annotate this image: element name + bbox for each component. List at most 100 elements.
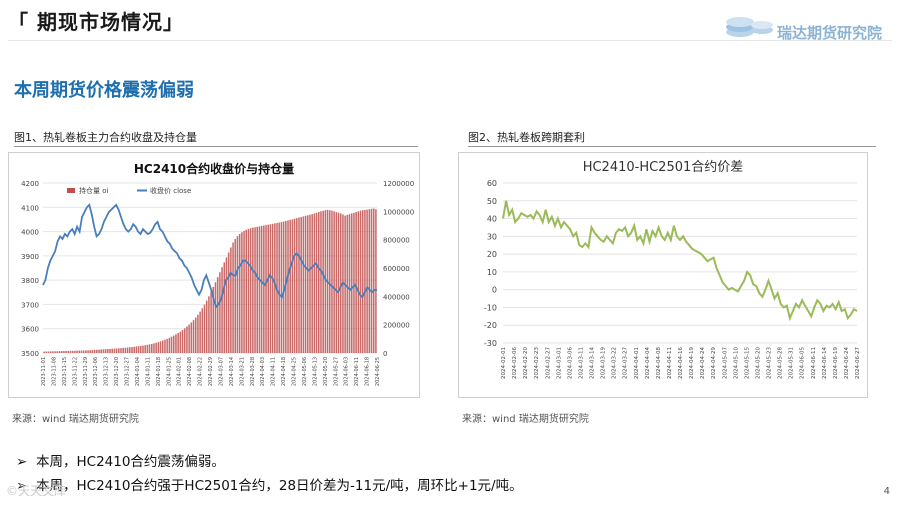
chart1-bar: [258, 226, 261, 353]
chart2-y-tick: -30: [484, 339, 497, 348]
chart1-bar: [63, 351, 65, 353]
chart1-bar: [76, 350, 78, 353]
chart1-yleft-tick: 3900: [21, 253, 39, 261]
chart1-bar: [159, 341, 162, 353]
watermark: ©天天文库: [6, 484, 67, 498]
figure1-source: 来源：wind 瑞达期货研究院: [12, 414, 139, 425]
chart2-panel: HC2410-HC2501合约价差 60 50 40 30 20 10 0 -10 -20 -30…: [458, 152, 868, 398]
chart2-x-tick: 2024-02-01: [501, 347, 507, 379]
chart2-x-tick: 2024-02-06: [512, 347, 518, 379]
chart2-x-tick: 2024-03-11: [578, 347, 584, 379]
chart1-x-tick: 2024-03-07: [218, 357, 224, 386]
chart1-x-tick: 2023-12-20: [114, 357, 120, 386]
chart1-bar: [80, 350, 83, 353]
chart1-bar: [140, 345, 142, 353]
chart2-x-tick: 2024-05-10: [733, 347, 739, 379]
brand-logo: 瑞达期货研究院: [720, 10, 890, 42]
chart1-bar: [236, 236, 239, 353]
chart1-bar: [131, 347, 133, 353]
chart2-y-tick: -20: [484, 321, 497, 330]
chart1-bar: [144, 345, 146, 353]
chart1-bar: [65, 350, 67, 353]
figure2-label: 图2、热轧卷板跨期套利: [468, 131, 585, 144]
chart1-bar: [353, 212, 355, 353]
chart1-bar: [252, 227, 254, 353]
chart1-x-tick: 2024-02-22: [198, 357, 204, 386]
arrow-icon: ➢: [16, 454, 28, 470]
chart1-bar: [122, 347, 124, 353]
chart2-x-tick: 2024-03-19: [601, 347, 607, 379]
chart2-x-tick: 2024-04-16: [678, 347, 684, 379]
chart1-bar: [107, 349, 109, 353]
chart1-x-tick: 2024-03-14: [229, 357, 235, 386]
chart1-bar: [172, 335, 175, 353]
chart1-bar: [153, 343, 155, 353]
chart2-x-tick: 2024-06-27: [855, 347, 861, 379]
chart2-x-tick: 2024-04-19: [689, 347, 695, 379]
chart2-x-tick: 2024-04-24: [700, 347, 706, 379]
chart1-x-tick: 2024-04-03: [260, 357, 266, 386]
chart1-bar: [113, 348, 116, 353]
chart2-x-tick: 2024-02-27: [545, 347, 551, 379]
chart1-bar: [307, 215, 309, 353]
chart1-bar: [225, 257, 228, 353]
chart1-yleft-tick: 3700: [21, 301, 39, 309]
chart1-x-tick: 2024-06-25: [375, 357, 381, 386]
chart1-bar: [227, 252, 230, 353]
chart1-bar: [168, 337, 171, 353]
chart1-bar: [223, 262, 226, 353]
chart1-bar: [179, 331, 182, 353]
chart2-y-tick: 50: [487, 197, 497, 206]
chart1-bar: [212, 286, 215, 353]
chart1-yleft-tick: 4200: [21, 180, 39, 188]
chart1-yleft-tick: 3500: [21, 350, 39, 358]
chart1-bar: [304, 215, 307, 353]
chart1-bar: [331, 210, 333, 353]
chart1-bar: [318, 212, 320, 353]
chart1-bar: [170, 336, 173, 353]
chart1-x-tick: 2024-02-08: [187, 357, 193, 386]
chart1-bar: [348, 214, 351, 353]
chart2-x-tick: 2024-06-05: [800, 347, 806, 379]
chart1-bar: [333, 211, 335, 353]
chart2-x-tick: 2024-03-27: [623, 347, 629, 379]
bullet-item: ➢ 本周，HC2410合约强于HC2501合约，28日价差为-11元/吨，周环比+…: [16, 476, 523, 500]
chart1-bar: [375, 209, 377, 353]
chart1-bar: [67, 350, 70, 353]
figure2-source: 来源：wind 瑞达期货研究院: [462, 414, 589, 425]
chart1-bar: [133, 346, 135, 353]
chart1-bar: [56, 351, 59, 353]
chart1-x-tick: 2024-04-25: [292, 357, 298, 386]
chart1-yleft-tick: 3800: [21, 277, 39, 285]
chart1-bar: [296, 218, 298, 353]
chart1-x-tick: 2024-01-25: [166, 357, 172, 386]
chart1-close-line: [42, 203, 377, 309]
chart1-bar: [300, 217, 302, 353]
chart1-bar: [216, 277, 219, 353]
chart1-bar: [282, 221, 285, 353]
chart1-bar: [368, 209, 371, 353]
chart2-y-tick: 40: [487, 215, 497, 224]
chart1-bar: [205, 300, 208, 353]
arrow-icon: ➢: [16, 478, 28, 494]
bullet-text: 本周，HC2410合约强于HC2501合约，28日价差为-11元/吨，周环比+1…: [36, 478, 523, 494]
section-subtitle: 本周期货价格震荡偏弱: [14, 80, 194, 101]
chart1-bar: [249, 228, 252, 353]
chart1-x-tick: 2024-04-11: [271, 357, 277, 386]
chart1-legend-oi: 持仓量 oi: [79, 186, 109, 195]
chart2-y-tick: -10: [484, 303, 497, 312]
chart1-x-tick: 2024-03-21: [239, 357, 245, 386]
chart2-x-tick: 2024-05-28: [778, 347, 784, 379]
chart2-y-tick: 60: [487, 179, 497, 188]
chart1-bar: [82, 350, 85, 353]
chart2-svg: HC2410-HC2501合约价差 60 50 40 30 20 10 0 -10 -20 -30…: [484, 160, 861, 379]
chart1-bar: [366, 209, 368, 353]
chart1-bar: [269, 224, 272, 353]
chart1-bar: [135, 346, 138, 353]
chart1-yright-tick: 1200000: [383, 180, 414, 188]
chart1-x-tick: 2024-03-28: [250, 357, 256, 386]
brand-name: 瑞达期货研究院: [776, 24, 882, 42]
chart1-x-tick: 2023-11-08: [51, 357, 57, 386]
chart2-x-tick: 2024-06-24: [844, 347, 850, 379]
chart2-x-tick: 2024-03-22: [612, 347, 618, 379]
